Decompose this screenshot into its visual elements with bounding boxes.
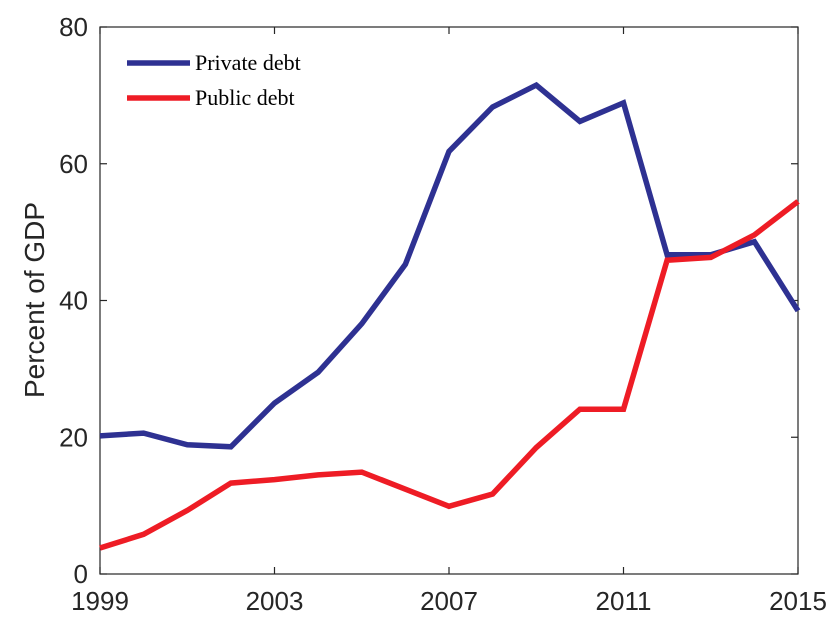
x-tick-label: 1999 — [71, 586, 129, 616]
x-tick-label: 2003 — [246, 586, 304, 616]
y-axis-title: Percent of GDP — [19, 202, 50, 398]
y-tick-label: 0 — [74, 559, 88, 589]
y-axis: 0 20 40 60 80 — [59, 12, 798, 589]
legend: Private debt Public debt — [127, 50, 301, 110]
x-tick-label: 2011 — [596, 586, 652, 616]
y-tick-label: 60 — [59, 149, 88, 179]
y-tick-label: 80 — [59, 12, 88, 42]
plot-area — [99, 26, 799, 575]
y-tick-label: 40 — [59, 286, 88, 316]
y-tick-label: 20 — [59, 422, 88, 452]
series-line-private-debt — [99, 81, 801, 450]
series-line-public-debt — [99, 199, 800, 551]
x-tick-label: 2015 — [769, 586, 827, 616]
legend-label: Private debt — [195, 50, 301, 75]
x-axis: 1999 2003 2007 2011 2015 — [71, 27, 827, 616]
series-layer — [99, 81, 801, 551]
plot-frame — [99, 26, 799, 575]
legend-label: Public debt — [195, 85, 295, 110]
x-tick-label: 2007 — [420, 586, 478, 616]
